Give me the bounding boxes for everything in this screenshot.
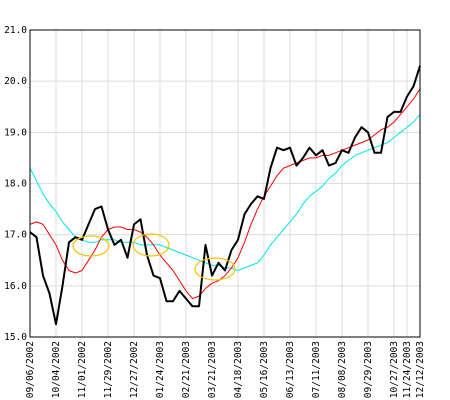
x-tick-label: 11/01/2002 <box>77 341 88 398</box>
x-tick-label: 04/18/2003 <box>233 341 244 398</box>
x-tick-label: 06/13/2003 <box>285 341 296 398</box>
x-tick-label: 10/04/2002 <box>51 341 62 398</box>
y-tick-label: 17.0 <box>4 230 27 241</box>
series-line <box>29 65 421 326</box>
x-tick-label: 11/29/2002 <box>103 341 114 398</box>
y-tick-label: 20.0 <box>4 76 27 87</box>
x-tick-label: 03/21/2003 <box>207 341 218 398</box>
x-tick-label: 12/12/2003 <box>415 341 426 398</box>
x-tick-label: 09/06/2002 <box>25 341 36 398</box>
x-tick-label: 05/16/2003 <box>259 341 270 398</box>
grid <box>29 29 421 338</box>
y-tick-label: 19.0 <box>4 127 27 138</box>
annotations <box>72 233 236 281</box>
series-line <box>29 88 421 300</box>
x-tick-label: 12/27/2002 <box>129 341 140 398</box>
x-tick-label: 02/21/2003 <box>181 341 192 398</box>
plot-border <box>29 29 421 338</box>
highlight-ellipse <box>72 235 110 257</box>
y-tick-label: 21.0 <box>4 25 27 36</box>
x-tick-label: 11/24/2003 <box>402 341 413 398</box>
x-tick-label: 08/08/2003 <box>337 341 348 398</box>
x-tick-label: 07/11/2003 <box>311 341 322 398</box>
x-tick-label: 09/29/2003 <box>363 341 374 398</box>
y-tick-label: 18.0 <box>4 179 27 190</box>
series-line <box>29 114 421 271</box>
highlight-ellipse <box>194 257 236 281</box>
x-tick-label: 01/24/2003 <box>155 341 166 398</box>
lines <box>29 65 421 326</box>
x-tick-label: 10/27/2003 <box>389 341 400 398</box>
highlight-ellipse <box>132 233 170 257</box>
y-tick-label: 15.0 <box>4 332 27 343</box>
y-tick-label: 16.0 <box>4 281 27 292</box>
